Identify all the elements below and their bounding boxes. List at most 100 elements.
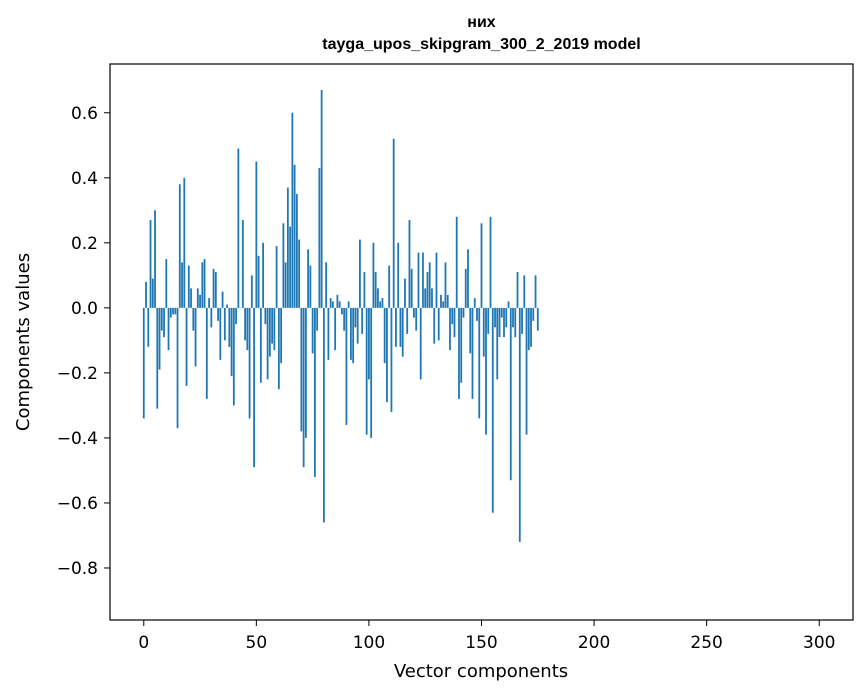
bar-50 — [255, 161, 258, 308]
bar-97 — [361, 307, 364, 334]
bar-140 — [458, 307, 460, 399]
y-tick-label: −0.8 — [57, 559, 98, 579]
bar-107 — [383, 307, 386, 364]
bar-152 — [485, 307, 487, 435]
bar-65 — [289, 226, 292, 308]
x-axis-label: Vector components — [394, 661, 568, 682]
plot-frame — [109, 63, 854, 621]
bar-136 — [449, 307, 451, 351]
bar-165 — [514, 307, 517, 338]
y-tick-label: −0.2 — [57, 364, 98, 384]
bar-56 — [268, 307, 271, 357]
bar-129 — [433, 307, 436, 344]
bar-98 — [363, 272, 366, 308]
bar-135 — [446, 294, 449, 308]
bar-3 — [149, 220, 152, 308]
bar-123 — [419, 307, 422, 380]
bar-93 — [352, 307, 355, 364]
bar-74 — [309, 265, 312, 308]
bar-51 — [257, 255, 260, 308]
bar-60 — [277, 307, 280, 390]
bar-28 — [205, 307, 208, 399]
bar-145 — [469, 307, 472, 354]
bar-160 — [503, 307, 505, 338]
bar-27 — [203, 259, 206, 308]
bar-173 — [532, 307, 535, 321]
bar-113 — [397, 242, 400, 308]
bar-64 — [286, 187, 289, 308]
bar-0 — [142, 307, 145, 419]
bar-40 — [232, 307, 235, 406]
bar-38 — [228, 307, 231, 347]
bar-166 — [516, 272, 519, 308]
bar-82 — [327, 307, 330, 360]
bar-66 — [291, 112, 294, 308]
bar-42 — [237, 148, 240, 308]
bar-75 — [311, 307, 314, 354]
bar-132 — [440, 294, 442, 308]
bar-10 — [165, 259, 168, 308]
y-tick-label: −0.4 — [57, 429, 98, 449]
x-tick-label: 100 — [353, 633, 385, 653]
bar-57 — [271, 307, 274, 344]
bar-68 — [295, 194, 298, 308]
bar-55 — [266, 307, 269, 380]
bar-104 — [377, 288, 379, 308]
bar-149 — [478, 307, 481, 419]
bar-128 — [431, 288, 433, 308]
bar-26 — [201, 262, 204, 308]
bar-164 — [512, 307, 514, 328]
bar-155 — [491, 307, 494, 513]
bar-24 — [196, 288, 199, 308]
bar-39 — [230, 307, 233, 377]
bar-101 — [370, 307, 373, 438]
bar-87 — [338, 301, 341, 308]
bar-78 — [318, 168, 321, 308]
bar-112 — [395, 307, 397, 347]
bar-100 — [368, 307, 370, 380]
bar-169 — [523, 275, 526, 308]
chart-title-line1: них — [467, 14, 496, 31]
bar-79 — [320, 90, 323, 308]
bar-30 — [210, 307, 213, 328]
bar-59 — [275, 246, 278, 308]
bar-47 — [248, 307, 251, 419]
bar-81 — [325, 262, 328, 308]
bar-86 — [336, 294, 339, 308]
y-tick-label: 0.0 — [71, 299, 98, 319]
bar-150 — [480, 223, 483, 308]
bar-52 — [259, 307, 262, 383]
bar-9 — [163, 307, 165, 338]
x-tick-label: 50 — [246, 633, 268, 653]
bar-117 — [406, 307, 409, 334]
bar-19 — [185, 307, 188, 386]
bar-154 — [489, 216, 492, 308]
bar-63 — [284, 262, 287, 308]
bar-72 — [304, 307, 307, 438]
bar-103 — [374, 272, 377, 308]
y-axis-ticks: 0.6 0.4 0.2 0.0 −0.2 −0.4 −0.6 −0.8 — [57, 104, 110, 579]
bar-36 — [223, 307, 226, 341]
bar-15 — [176, 307, 179, 429]
bar-141 — [460, 307, 463, 383]
y-axis-label: Components values — [13, 253, 34, 431]
bar-115 — [401, 307, 404, 357]
bar-91 — [347, 301, 350, 308]
bar-58 — [273, 307, 276, 351]
bar-106 — [381, 298, 384, 308]
bar-32 — [214, 272, 217, 308]
bar-110 — [390, 307, 393, 412]
bar-111 — [392, 138, 395, 308]
bar-11 — [167, 307, 170, 351]
bar-162 — [507, 301, 510, 308]
bar-109 — [388, 265, 391, 308]
bars-group — [142, 90, 539, 542]
bar-133 — [442, 301, 445, 308]
bar-168 — [521, 307, 523, 334]
bar-67 — [293, 164, 296, 308]
bar-17 — [181, 262, 183, 308]
bar-144 — [467, 249, 469, 308]
bar-174 — [534, 275, 537, 308]
bar-33 — [217, 307, 219, 321]
